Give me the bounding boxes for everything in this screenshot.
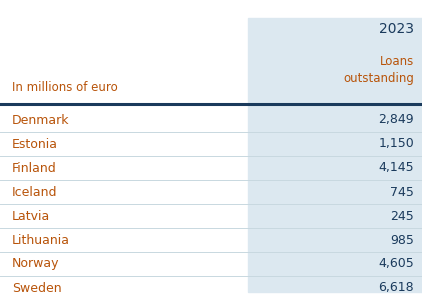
Text: Norway: Norway: [12, 258, 60, 271]
Text: 985: 985: [390, 234, 414, 247]
Text: 6,618: 6,618: [379, 281, 414, 295]
Text: Sweden: Sweden: [12, 281, 62, 295]
Text: 1,150: 1,150: [378, 138, 414, 150]
Text: 4,145: 4,145: [379, 162, 414, 175]
Text: Finland: Finland: [12, 162, 57, 175]
Bar: [248, 18, 422, 292]
Text: 4,605: 4,605: [378, 258, 414, 271]
Text: Loans
outstanding: Loans outstanding: [343, 55, 414, 85]
Text: Lithuania: Lithuania: [12, 234, 70, 247]
Text: Iceland: Iceland: [12, 186, 57, 199]
Text: Latvia: Latvia: [12, 210, 50, 223]
Text: 2023: 2023: [379, 22, 414, 36]
Text: Estonia: Estonia: [12, 138, 58, 150]
Text: In millions of euro: In millions of euro: [12, 81, 118, 94]
Text: Denmark: Denmark: [12, 113, 70, 126]
Text: 745: 745: [390, 186, 414, 199]
Text: 2,849: 2,849: [379, 113, 414, 126]
Text: 245: 245: [390, 210, 414, 223]
